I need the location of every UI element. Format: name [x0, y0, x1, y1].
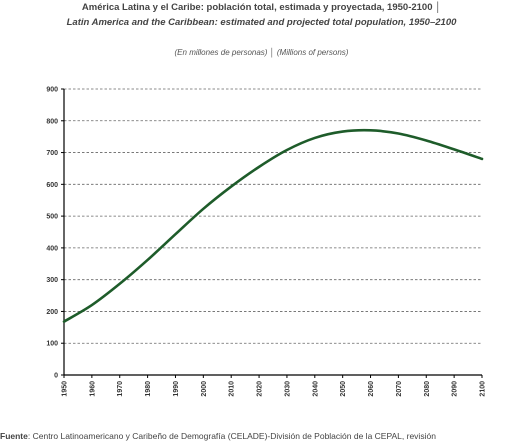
y-tick-label: 500 — [46, 214, 58, 221]
x-tick-label: 1950 — [62, 381, 69, 397]
x-tick-label: 2050 — [340, 381, 347, 397]
y-tick-label: 100 — [46, 341, 58, 348]
series-line-0 — [62, 128, 484, 323]
x-tick-label: 1960 — [89, 381, 96, 397]
chart-title-spanish: América Latina y el Caribe: población to… — [81, 2, 442, 13]
x-tick-label: 2000 — [201, 381, 208, 397]
x-tick-label: 2020 — [257, 381, 264, 397]
y-tick-label: 700 — [46, 150, 58, 157]
x-tick-label: 1980 — [145, 381, 152, 397]
x-tick-label: 2090 — [452, 381, 459, 397]
y-tick-label: 0 — [54, 373, 58, 380]
x-tick-label: 1970 — [117, 381, 124, 397]
x-tick-label: 1990 — [173, 381, 180, 397]
x-tick-label: 2060 — [368, 381, 375, 397]
series — [62, 128, 484, 323]
y-tick-label: 600 — [46, 182, 58, 189]
chart-title-english: Latin America and the Caribbean: estimat… — [66, 17, 457, 28]
x-tick-label: 2100 — [480, 381, 487, 397]
axes — [61, 88, 483, 378]
units-label: (En millones de personas) │ (Millions of… — [174, 48, 349, 57]
x-tick-labels: 1950 1960 1970 1980 1990 2000 2010 2020 2030 2040… — [62, 381, 487, 397]
x-tick-label: 2080 — [424, 381, 431, 397]
y-tick-labels: 0 100 200 300 400 500 600 700 800 900 — [46, 87, 58, 380]
y-tick-label: 400 — [46, 245, 58, 252]
y-tick-label: 300 — [46, 277, 58, 284]
y-tick-label: 200 — [46, 309, 58, 316]
x-tick-label: 2010 — [229, 381, 236, 397]
x-tick-label: 2040 — [312, 381, 319, 397]
x-tick-label: 2030 — [284, 381, 291, 397]
source-label: Fuente — [0, 431, 28, 441]
x-tick-label: 2070 — [396, 381, 403, 397]
y-tick-label: 800 — [46, 118, 58, 125]
source-text: : Centro Latinoamericano y Caribeño de D… — [27, 431, 436, 441]
source-note: Fuente: Centro Latinoamericano y Caribeñ… — [0, 431, 523, 441]
gridlines — [64, 88, 482, 344]
y-tick-label: 900 — [46, 87, 58, 94]
